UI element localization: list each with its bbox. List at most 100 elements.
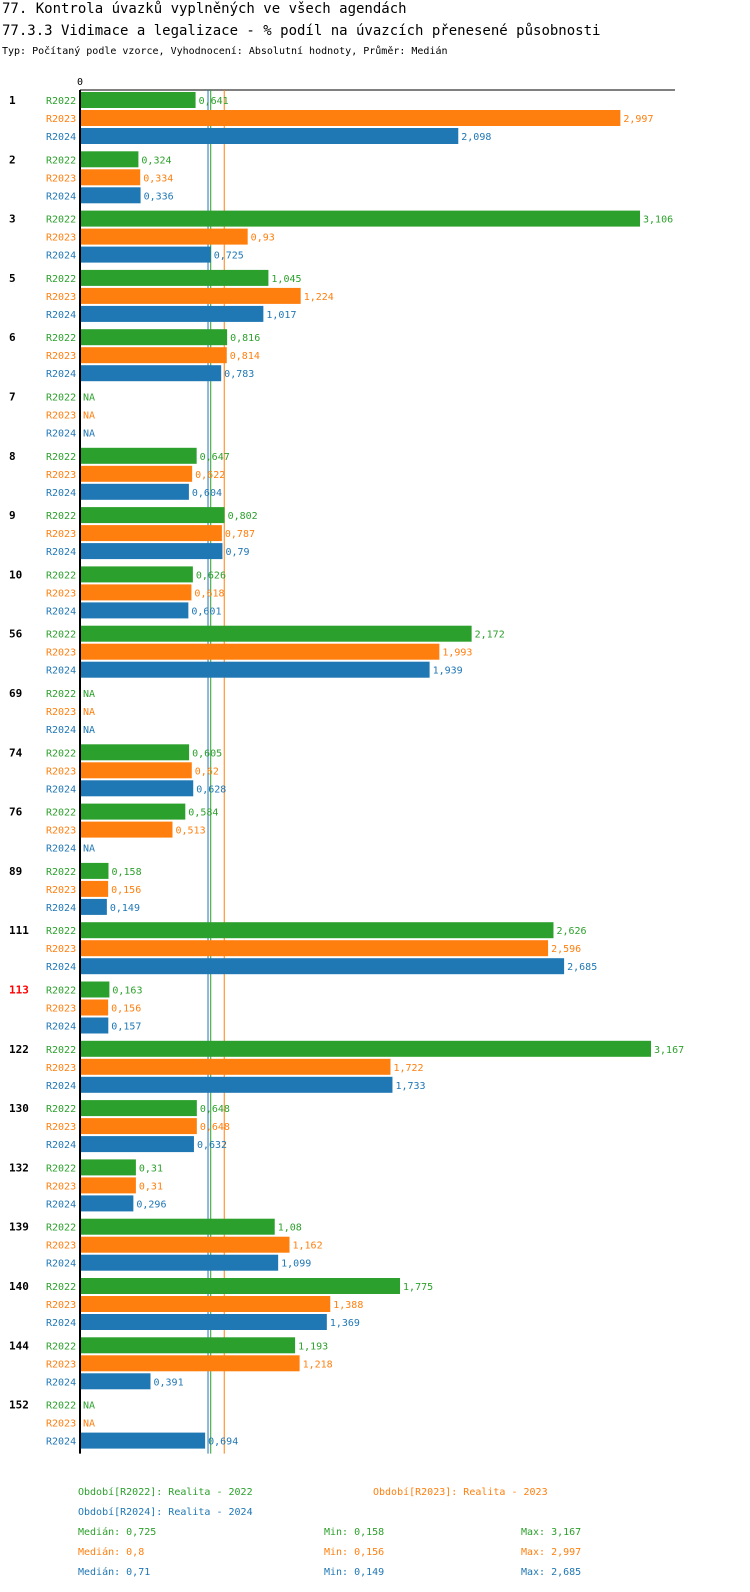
series-label: R2022 [46,452,76,463]
group-label: 6 [9,331,16,344]
group-label: 89 [9,865,22,878]
bar [80,625,472,642]
legend-max: Max: 2,685 [521,1567,581,1578]
value-label: 2,997 [623,114,653,125]
value-label: NA [83,393,95,404]
bar [80,525,222,542]
legend-min: Min: 0,158 [324,1527,384,1538]
value-label: 0,725 [214,251,244,262]
value-label: NA [83,707,95,718]
plot-area: 1 R2022 0,641 R2023 2,997 R2024 2,098 2 R2022 0,3… [9,89,684,1454]
value-label: 0,149 [110,903,140,914]
value-label: 0,814 [230,351,260,362]
value-label: 0,648 [200,1104,230,1115]
bar [80,187,141,204]
series-label: R2024 [46,606,76,617]
bar [80,246,211,263]
bar [80,1278,401,1294]
value-label: 0,31 [139,1181,163,1192]
bar [80,1159,136,1176]
series-label: R2024 [46,1140,76,1151]
value-label: NA [83,1419,95,1430]
series-label: R2022 [46,1163,76,1174]
bar [80,228,248,245]
series-label: R2024 [46,310,76,321]
value-label: 0,93 [251,233,275,244]
value-label: 0,787 [225,529,255,540]
group-label: 69 [9,687,22,700]
value-label: 1,722 [393,1063,423,1074]
series-label: R2022 [46,333,76,344]
chart-info: Typ: Počítaný podle vzorce, Vyhodnocení:… [2,45,448,57]
series-label: R2022 [46,630,76,641]
series-label: R2022 [46,986,76,997]
series-label: R2024 [46,1022,76,1033]
group-label: 132 [9,1161,29,1174]
series-label: R2024 [46,1081,76,1092]
value-label: 1,993 [442,648,472,659]
series-label: R2023 [46,1122,76,1133]
series-label: R2023 [46,944,76,955]
series-label: R2023 [46,1359,76,1370]
bar [80,543,223,560]
series-label: R2024 [46,488,76,499]
bar [80,1076,393,1093]
series-label: R2023 [46,351,76,362]
value-label: 1,08 [278,1223,302,1234]
series-label: R2022 [46,570,76,581]
value-label: 0,648 [200,1122,230,1133]
bar [80,110,621,126]
series-label: R2023 [46,114,76,125]
bar [80,507,225,524]
legend-median: Medián: 0,8 [78,1546,144,1558]
series-label: R2024 [46,962,76,973]
bar [80,1040,652,1057]
value-label: 0,79 [225,547,249,558]
value-label: 2,172 [475,630,505,641]
bar [80,1432,206,1449]
series-label: R2022 [46,274,76,285]
bar [80,1195,134,1212]
series-label: R2023 [46,470,76,481]
series-label: R2022 [46,511,76,522]
value-label: 1,193 [298,1341,328,1352]
bar [80,128,459,144]
group-label: 111 [9,924,29,937]
series-label: R2022 [46,1341,76,1352]
bar [80,898,107,915]
bar [80,922,554,939]
chart-title: 77. Kontrola úvazků vyplněných ve všech … [2,1,407,17]
group-label: 7 [9,391,16,404]
series-label: R2023 [46,885,76,896]
legend-max: Max: 2,997 [521,1547,581,1558]
group-label: 113 [9,984,29,997]
group-label: 139 [9,1221,29,1234]
group-label: 76 [9,806,23,819]
value-label: 0,694 [208,1437,238,1448]
value-label: 1,388 [333,1300,363,1311]
bar [80,1337,296,1354]
series-label: R2024 [46,1199,76,1210]
bar [80,483,189,500]
bar [80,169,141,186]
legend-min: Min: 0,156 [324,1547,384,1558]
bar [80,1355,300,1372]
value-label: 1,369 [330,1318,360,1329]
value-label: 3,106 [643,215,673,226]
bar [80,821,173,838]
bar [80,1100,197,1117]
series-label: R2024 [46,429,76,440]
series-label: R2024 [46,1437,76,1448]
bar [80,999,109,1016]
series-label: R2024 [46,132,76,143]
series-label: R2022 [46,748,76,759]
series-label: R2024 [46,1377,76,1388]
bar [80,1314,327,1330]
value-label: 1,099 [281,1259,311,1270]
group-label: 5 [9,272,16,285]
bar [80,584,192,601]
series-label: R2023 [46,707,76,718]
bar [80,981,110,998]
value-label: 1,733 [395,1081,425,1092]
